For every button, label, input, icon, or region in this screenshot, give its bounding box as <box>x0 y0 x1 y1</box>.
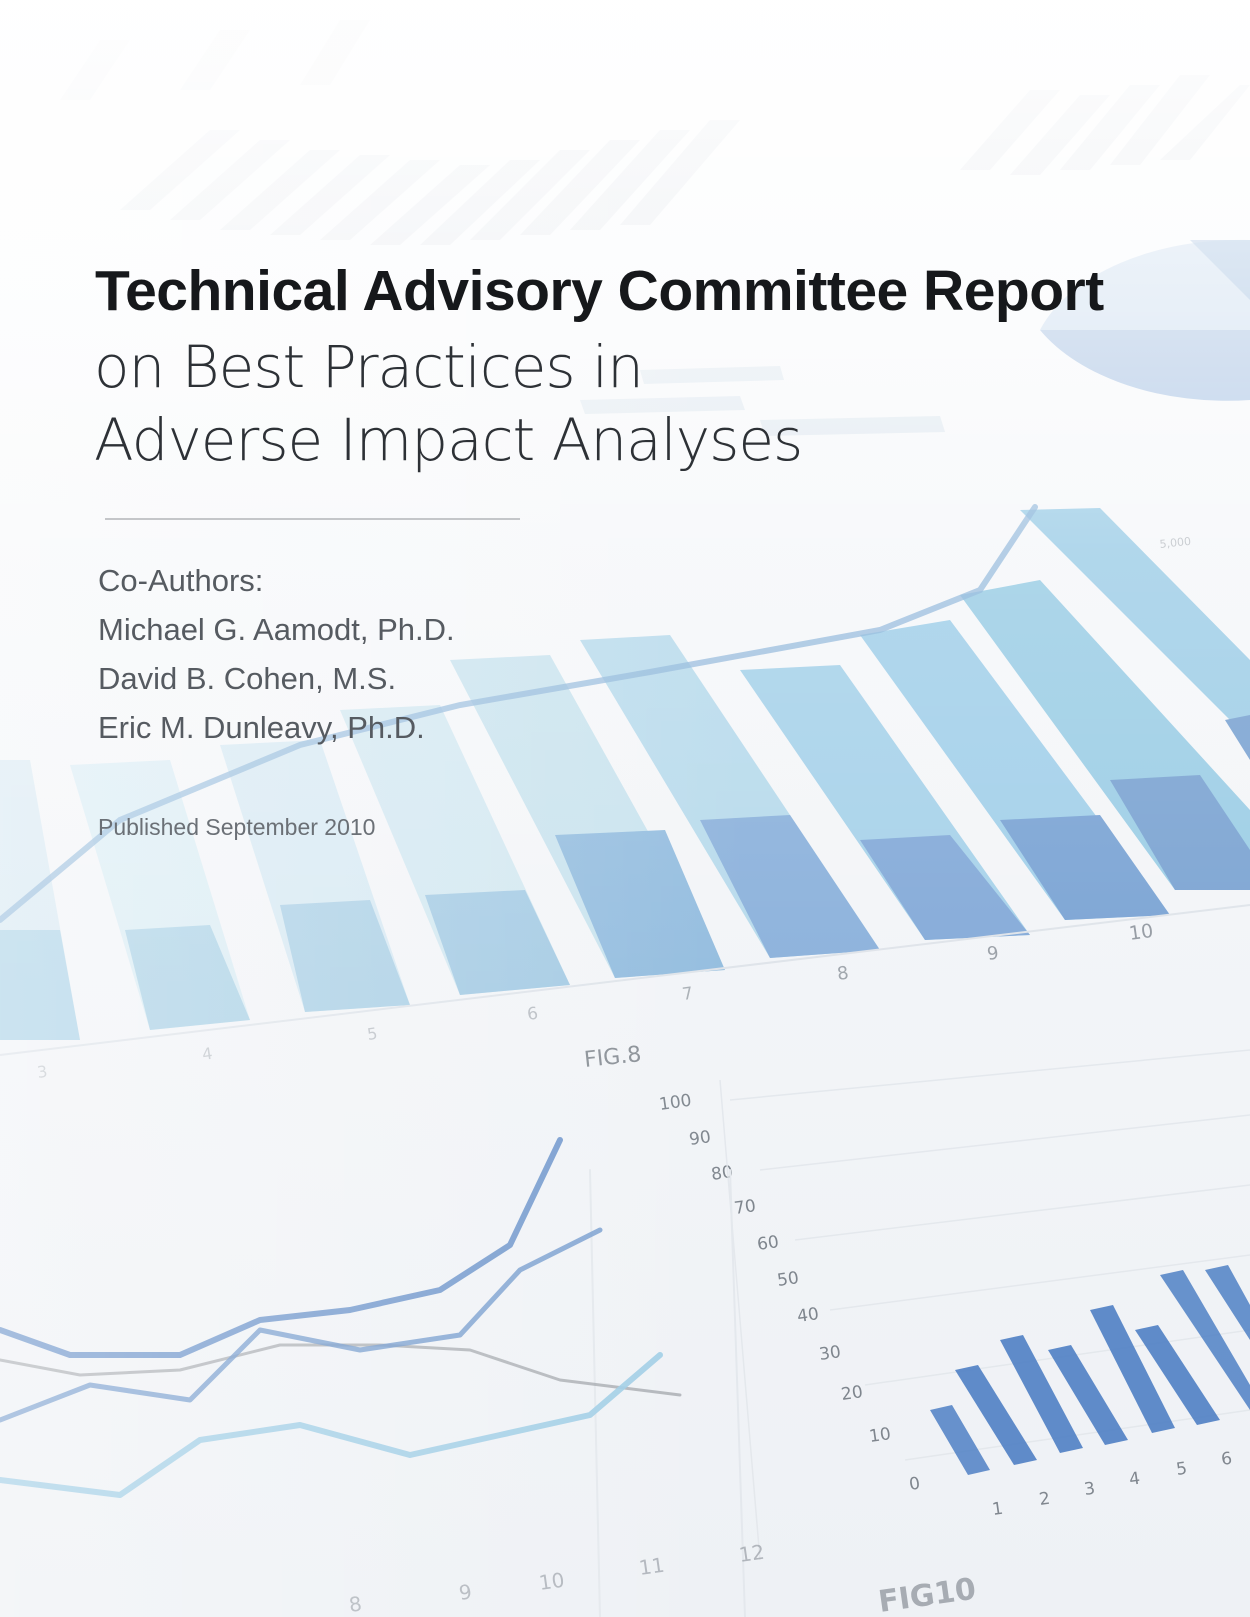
author-name: Michael G. Aamodt, Ph.D. <box>98 612 455 647</box>
coauthors-label: Co-Authors: <box>98 563 264 598</box>
author-name: David B. Cohen, M.S. <box>98 661 397 696</box>
report-subtitle-line-2: Adverse Impact Analyses <box>94 406 803 474</box>
report-title: Technical Advisory Committee Report <box>95 259 1104 323</box>
publication-date: Published September 2010 <box>98 814 376 840</box>
author-name: Eric M. Dunleavy, Ph.D. <box>98 710 425 745</box>
report-subtitle-line-1: on Best Practices in <box>94 333 644 401</box>
coauthors-block: Co-Authors: Michael G. Aamodt, Ph.D. Dav… <box>98 561 455 757</box>
title-divider <box>105 518 520 520</box>
